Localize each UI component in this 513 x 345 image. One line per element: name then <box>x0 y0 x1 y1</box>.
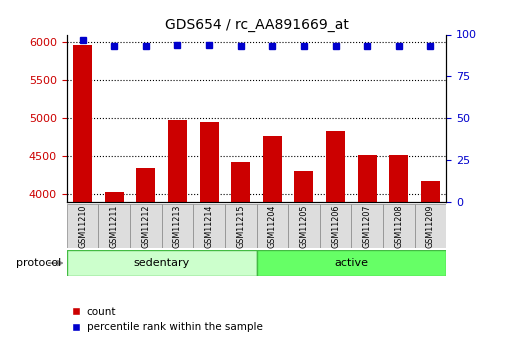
Bar <box>73 45 92 202</box>
Bar <box>358 155 377 202</box>
Text: GSM11215: GSM11215 <box>236 204 245 248</box>
Bar <box>225 204 256 248</box>
Text: GSM11214: GSM11214 <box>205 204 213 248</box>
Bar <box>67 204 98 248</box>
Bar <box>351 204 383 248</box>
Bar <box>193 204 225 248</box>
Legend: count, percentile rank within the sample: count, percentile rank within the sample <box>67 303 267 336</box>
Text: GSM11210: GSM11210 <box>78 204 87 248</box>
Bar <box>200 122 219 202</box>
Bar <box>256 204 288 248</box>
Bar <box>421 180 440 202</box>
Bar <box>263 136 282 202</box>
Bar <box>168 120 187 202</box>
Text: GSM11208: GSM11208 <box>394 204 403 248</box>
Title: GDS654 / rc_AA891669_at: GDS654 / rc_AA891669_at <box>165 18 348 32</box>
Bar <box>389 155 408 202</box>
Bar <box>326 131 345 202</box>
Text: sedentary: sedentary <box>133 258 190 268</box>
Bar <box>256 250 446 276</box>
Text: GSM11211: GSM11211 <box>110 204 119 248</box>
Bar <box>136 168 155 202</box>
Bar <box>320 204 351 248</box>
Text: GSM11204: GSM11204 <box>268 204 277 248</box>
Bar <box>98 204 130 248</box>
Text: GSM11213: GSM11213 <box>173 204 182 248</box>
Bar <box>415 204 446 248</box>
Bar <box>231 162 250 202</box>
Text: GSM11206: GSM11206 <box>331 204 340 248</box>
Text: GSM11207: GSM11207 <box>363 204 372 248</box>
Bar <box>162 204 193 248</box>
Bar <box>130 204 162 248</box>
Bar <box>105 192 124 202</box>
Bar <box>294 171 313 202</box>
Bar <box>288 204 320 248</box>
Bar <box>383 204 415 248</box>
Text: active: active <box>334 258 368 268</box>
Bar <box>67 250 256 276</box>
Text: GSM11212: GSM11212 <box>141 204 150 248</box>
Text: protocol: protocol <box>16 258 62 268</box>
Text: GSM11209: GSM11209 <box>426 204 435 248</box>
Text: GSM11205: GSM11205 <box>300 204 308 248</box>
